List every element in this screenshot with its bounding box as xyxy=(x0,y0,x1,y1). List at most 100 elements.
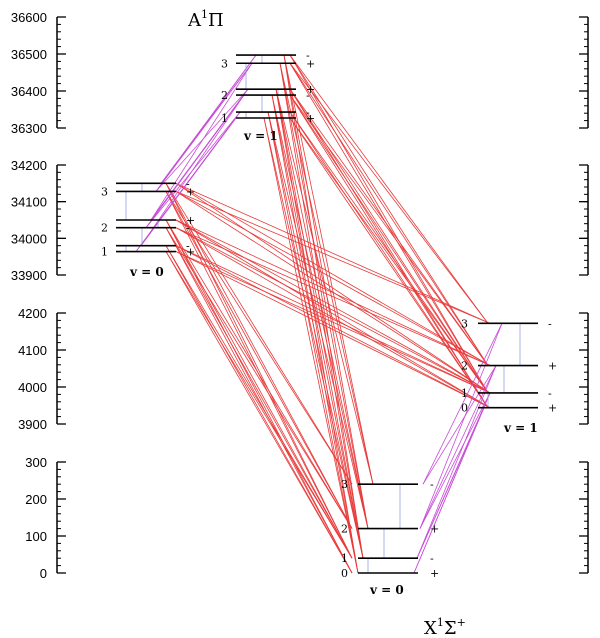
transition-line xyxy=(165,191,353,559)
tick-label: 36500 xyxy=(11,47,47,62)
transition-line xyxy=(289,117,489,408)
transition-line xyxy=(140,111,241,246)
parity-label: - xyxy=(548,387,552,400)
parity-label: + xyxy=(306,57,315,70)
j-label: 2 xyxy=(221,89,228,102)
transition-line xyxy=(175,191,491,366)
diagram-labels: A1Π X1Σ+ xyxy=(187,8,466,638)
transition-line xyxy=(165,245,353,559)
tick-label: 3900 xyxy=(18,417,47,432)
parity-label: - xyxy=(430,478,434,491)
energy-levels: 1 +-2 -+3 +-v = 01 +-2 -+3 +-v = 10 +1 -2 +3 -v = … xyxy=(101,49,557,597)
transition-line xyxy=(289,94,489,408)
parity-label: - xyxy=(306,49,310,62)
transition-line xyxy=(275,89,364,559)
j-label: 3 xyxy=(221,57,228,70)
transition-line xyxy=(175,227,491,366)
j-label: 3 xyxy=(461,317,468,330)
tick-label: 33900 xyxy=(11,268,47,283)
transition-line xyxy=(289,88,489,394)
tick-label: 34000 xyxy=(11,231,47,246)
transition-line xyxy=(275,89,369,529)
tick-label: 200 xyxy=(25,492,47,507)
transition-line xyxy=(165,227,353,574)
tick-label: 34200 xyxy=(11,158,47,173)
j-label: 2 xyxy=(461,360,468,373)
transition-line xyxy=(416,365,497,559)
parity-label: + xyxy=(306,83,315,96)
transition-line xyxy=(165,191,353,529)
j-label: 2 xyxy=(101,222,108,235)
vib-group-X-v1: 0 +1 - 2 +3 - v = 1 xyxy=(461,317,557,435)
transition-line xyxy=(175,251,491,394)
transition-line xyxy=(175,245,491,394)
transition-lines xyxy=(125,54,521,574)
parity-label: + xyxy=(186,185,195,198)
transition-line xyxy=(267,111,369,529)
transition-line xyxy=(165,183,353,529)
transition-line xyxy=(289,111,489,408)
transition-line xyxy=(283,55,364,559)
transition-line xyxy=(150,63,253,221)
transition-line xyxy=(175,182,491,324)
parity-label: + xyxy=(306,112,315,125)
transition-line xyxy=(289,94,489,394)
tick-label: 300 xyxy=(25,455,47,470)
vib-group-A-v0: 1 +-2 -+3 +-v = 0 xyxy=(101,177,195,279)
transition-line xyxy=(263,117,359,574)
transition-line xyxy=(271,94,364,559)
transition-line xyxy=(419,323,503,529)
parity-label: - xyxy=(306,89,310,102)
parity-label: + xyxy=(548,402,557,415)
transition-line xyxy=(279,63,369,529)
transition-line xyxy=(165,219,353,574)
tick-label: 36400 xyxy=(11,84,47,99)
vib-label: v = 0 xyxy=(129,265,164,279)
transition-line xyxy=(155,88,249,192)
transition-line xyxy=(275,89,359,574)
transition-line xyxy=(175,219,491,366)
transition-line xyxy=(165,251,353,559)
j-label: 1 xyxy=(461,387,468,400)
transition-line xyxy=(175,219,491,409)
transition-line xyxy=(271,94,359,574)
parity-label: + xyxy=(430,523,439,536)
parity-label: + xyxy=(186,246,195,259)
vib-label: v = 1 xyxy=(243,129,278,143)
vib-label: v = 0 xyxy=(369,583,404,597)
transition-line xyxy=(289,54,489,324)
transition-line xyxy=(289,63,489,394)
transition-line xyxy=(165,183,353,485)
transition-line xyxy=(175,227,491,394)
parity-label: + xyxy=(430,567,439,580)
transition-line xyxy=(283,55,369,529)
transition-line xyxy=(422,323,503,485)
j-label: 0 xyxy=(341,567,348,580)
transition-line xyxy=(175,227,491,409)
transition-line xyxy=(160,54,257,184)
transition-line xyxy=(165,251,353,574)
j-label: 3 xyxy=(101,185,108,198)
parity-label: + xyxy=(548,360,557,373)
transition-line xyxy=(271,94,369,529)
transition-line xyxy=(165,219,353,559)
parity-label: - xyxy=(548,317,552,330)
transition-line xyxy=(289,88,489,408)
transition-line xyxy=(419,392,491,529)
vib-group-A-v1: 1 +-2 -+3 +-v = 1 xyxy=(221,49,315,143)
parity-label: - xyxy=(306,106,310,119)
parity-label: - xyxy=(430,552,434,565)
tick-label: 34100 xyxy=(11,195,47,210)
transition-line xyxy=(289,117,489,394)
transition-line xyxy=(289,54,489,394)
j-label: 1 xyxy=(221,112,228,125)
tick-label: 0 xyxy=(40,566,47,581)
j-label: 2 xyxy=(341,523,348,536)
parity-label: - xyxy=(186,240,190,253)
parity-label: - xyxy=(186,177,190,190)
transition-line xyxy=(175,219,491,394)
transition-line xyxy=(419,365,497,529)
axis-panel-X-v0: 0 100 200 300 xyxy=(25,455,589,581)
transition-line xyxy=(289,54,489,366)
transition-line xyxy=(416,392,491,559)
